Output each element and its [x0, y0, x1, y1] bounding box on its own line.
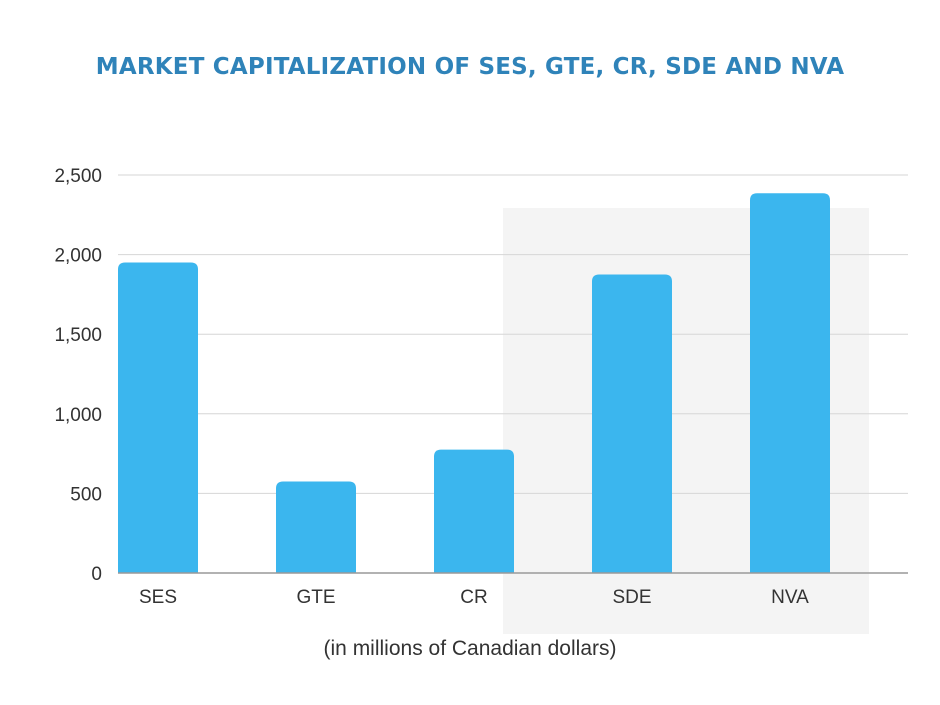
x-tick-label: CR	[460, 587, 487, 608]
bar-nva	[750, 193, 830, 574]
bar-gte	[276, 481, 356, 573]
bar-ses	[118, 262, 198, 573]
bar-cr	[434, 449, 514, 573]
y-tick-label: 500	[70, 484, 102, 505]
y-tick-label: 0	[91, 564, 102, 585]
x-tick-label: SES	[139, 587, 177, 608]
x-tick-label: SDE	[612, 587, 651, 608]
y-tick-label: 1,500	[54, 325, 102, 346]
x-axis-label: (in millions of Canadian dollars)	[324, 637, 617, 660]
y-tick-label: 1,000	[54, 405, 102, 426]
x-tick-label: GTE	[296, 587, 335, 608]
bar-sde	[592, 274, 672, 573]
y-tick-label: 2,000	[54, 246, 102, 267]
chart-title: MARKET CAPITALIZATION OF SES, GTE, CR, S…	[95, 54, 845, 80]
x-tick-label: NVA	[771, 587, 809, 608]
y-tick-label: 2,500	[54, 166, 102, 187]
